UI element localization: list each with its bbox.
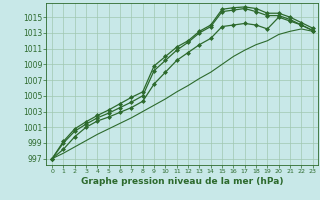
X-axis label: Graphe pression niveau de la mer (hPa): Graphe pression niveau de la mer (hPa) [81, 177, 284, 186]
